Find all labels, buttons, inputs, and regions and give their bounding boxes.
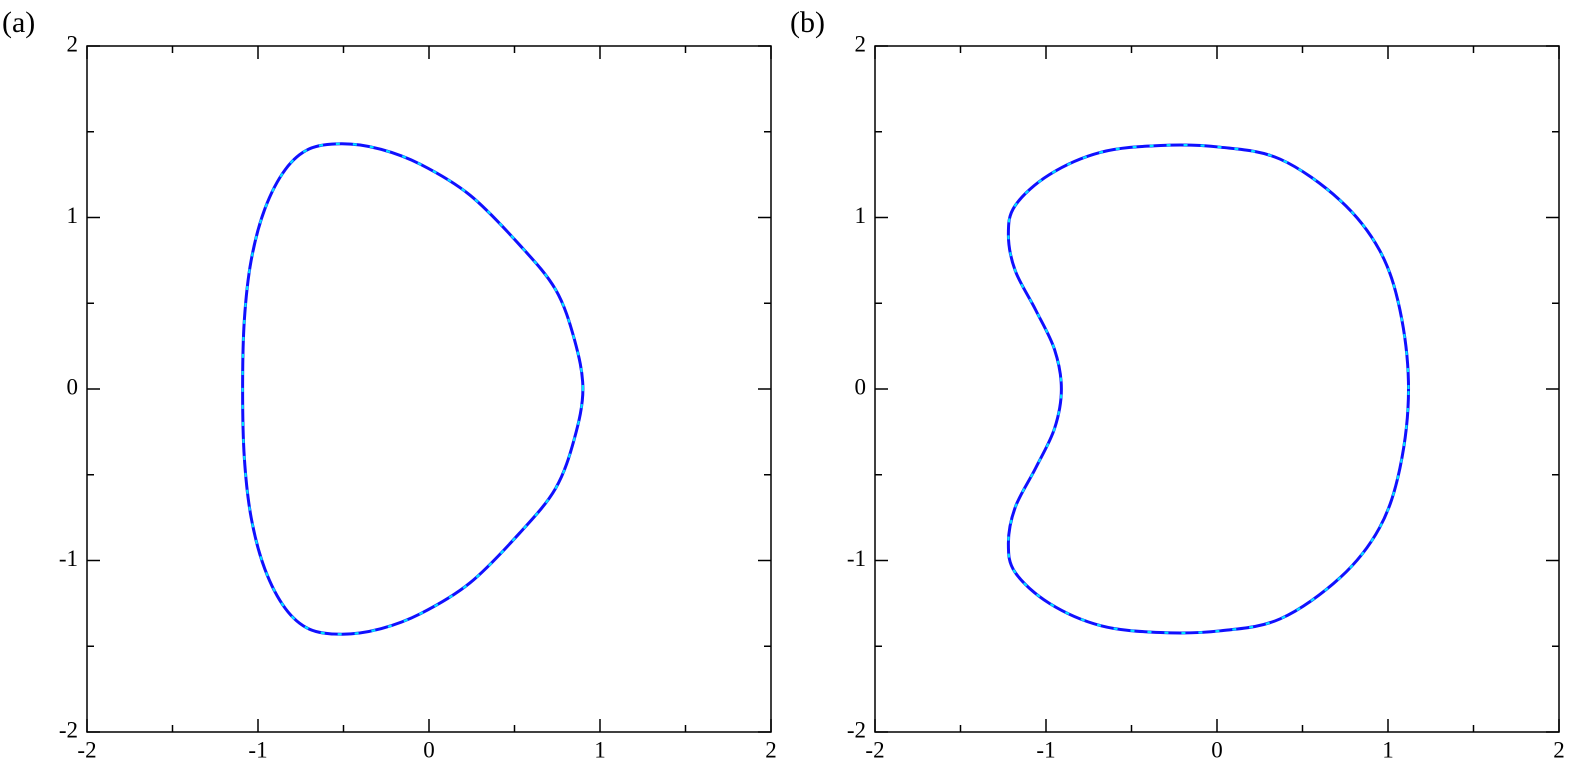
x-tick-label: 1: [1382, 737, 1394, 762]
y-tick-label: 2: [67, 31, 79, 56]
curve: [241, 142, 585, 636]
curve: [1006, 143, 1411, 635]
y-tick-label: -2: [847, 717, 866, 742]
x-tick-label: -2: [865, 737, 884, 762]
y-tick-label: 2: [855, 31, 867, 56]
y-tick-label: -1: [847, 546, 866, 571]
panel-label: (b): [790, 6, 825, 39]
x-tick-label: 2: [1553, 737, 1565, 762]
y-tick-label: -1: [59, 546, 78, 571]
x-tick-label: -1: [1036, 737, 1055, 762]
curve: [241, 142, 585, 636]
x-tick-label: -2: [77, 737, 96, 762]
y-tick-label: 0: [855, 374, 867, 399]
y-tick-label: -2: [59, 717, 78, 742]
y-tick-label: 1: [67, 203, 79, 228]
x-tick-label: 0: [1211, 737, 1223, 762]
y-tick-label: 0: [67, 374, 79, 399]
plot-frame: [874, 45, 1560, 733]
x-tick-label: 0: [423, 737, 435, 762]
plot-frame: [86, 45, 772, 733]
x-tick-label: 2: [765, 737, 777, 762]
panel-label: (a): [2, 6, 35, 39]
x-tick-label: -1: [248, 737, 267, 762]
y-tick-label: 1: [855, 203, 867, 228]
curve: [1007, 143, 1410, 635]
x-tick-label: 1: [594, 737, 606, 762]
